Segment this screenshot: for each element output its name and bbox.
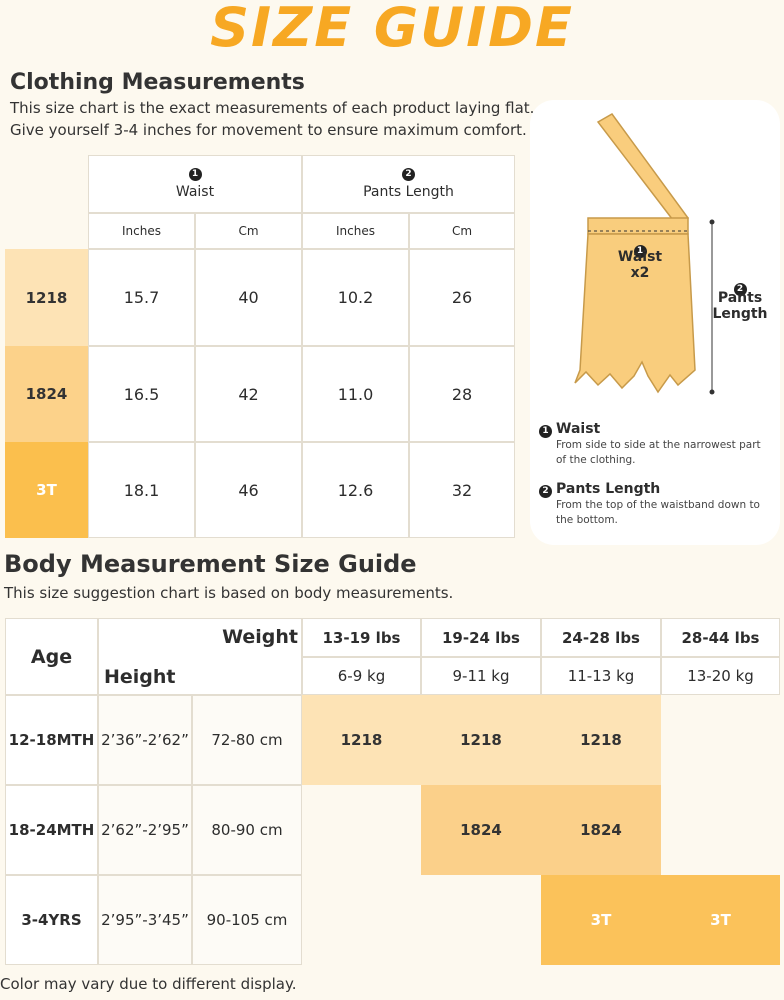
- weight-kg: 11-13 kg: [541, 657, 661, 695]
- age: 12-18MTH: [5, 695, 98, 785]
- group-label: Pants Length: [363, 184, 454, 200]
- unit-header: Inches: [88, 213, 195, 249]
- age: 3-4YRS: [5, 875, 98, 965]
- height-in: 2’95”-3’45”: [98, 875, 192, 965]
- note-text: From side to side at the narrowest part …: [556, 439, 761, 466]
- height-cm: 80-90 cm: [192, 785, 302, 875]
- size-fill: 1218: [302, 695, 421, 785]
- note-title: Pants Length: [556, 481, 661, 497]
- measurement: 18.1: [88, 442, 195, 538]
- pants-illustration: [574, 113, 715, 395]
- size-fill: 1218: [421, 695, 541, 785]
- weight-height-header: [98, 618, 302, 695]
- age: 18-24MTH: [5, 785, 98, 875]
- size-fill: 3T: [661, 875, 780, 965]
- size-fill: 1824: [421, 785, 541, 875]
- age-header: Age: [5, 618, 98, 695]
- measurement: 46: [195, 442, 302, 538]
- marker: 2: [539, 485, 552, 498]
- measurement: 42: [195, 346, 302, 442]
- description: This size suggestion chart is based on b…: [4, 584, 454, 602]
- weight-kg: 13-20 kg: [661, 657, 780, 695]
- description: This size chart is the exact measurement…: [10, 99, 535, 117]
- diagram-panel: 1 Waist x2 2 Pants Length 1 Waist From sid…: [530, 100, 780, 545]
- marker: 1: [633, 245, 647, 258]
- marker: 2: [733, 283, 747, 296]
- height-cm: 72-80 cm: [192, 695, 302, 785]
- weight-lbs: 19-24 lbs: [421, 618, 541, 657]
- group-header: 1 Waist: [88, 155, 302, 213]
- length-label: Pants Length: [712, 290, 768, 322]
- size-fill: 1824: [541, 785, 661, 875]
- measurement: 28: [409, 346, 515, 442]
- height-header: Height: [104, 666, 176, 688]
- size-label: 3T: [5, 442, 88, 538]
- size-fill: 1218: [541, 695, 661, 785]
- unit-header: Cm: [195, 213, 302, 249]
- measurement: 16.5: [88, 346, 195, 442]
- measurement: 26: [409, 249, 515, 346]
- note: 2 Pants Length From the top of the waistba…: [539, 478, 774, 528]
- section-heading: Body Measurement Size Guide: [4, 550, 417, 578]
- measurement: 40: [195, 249, 302, 346]
- weight-lbs: 28-44 lbs: [661, 618, 780, 657]
- size-label: 1824: [5, 346, 88, 442]
- note: 1 Waist From side to side at the narrowest…: [539, 418, 774, 468]
- description: Give yourself 3-4 inches for movement to…: [10, 121, 527, 139]
- marker: 2: [402, 168, 415, 181]
- footer-note: Color may vary due to different display.: [0, 975, 297, 993]
- marker: 1: [188, 168, 202, 181]
- page-title: SIZE GUIDE: [210, 0, 574, 59]
- weight-kg: 9-11 kg: [421, 657, 541, 695]
- height-in: 2’62”-2’95”: [98, 785, 192, 875]
- weight-lbs: 24-28 lbs: [541, 618, 661, 657]
- size-fill: 3T: [541, 875, 661, 965]
- measurement: 11.0: [302, 346, 409, 442]
- note-text: From the top of the waistband down to th…: [556, 499, 760, 526]
- weight-kg: 6-9 kg: [302, 657, 421, 695]
- weight-lbs: 13-19 lbs: [302, 618, 421, 657]
- empty-cell: [5, 155, 88, 249]
- measurement: 15.7: [88, 249, 195, 346]
- height-cm: 90-105 cm: [192, 875, 302, 965]
- size-label: 1218: [5, 249, 88, 346]
- weight-header: Weight: [222, 626, 298, 648]
- group-header: 2 Pants Length: [302, 155, 515, 213]
- section-heading: Clothing Measurements: [10, 70, 305, 95]
- waist-label: Waist x2: [617, 249, 663, 281]
- measurement: 32: [409, 442, 515, 538]
- unit-header: Inches: [302, 213, 409, 249]
- measurement: 12.6: [302, 442, 409, 538]
- height-in: 2’36”-2’62”: [98, 695, 192, 785]
- unit-header: Cm: [409, 213, 515, 249]
- measurement: 10.2: [302, 249, 409, 346]
- marker: 1: [539, 425, 552, 438]
- note-title: Waist: [556, 421, 601, 437]
- group-label: Waist: [175, 184, 215, 200]
